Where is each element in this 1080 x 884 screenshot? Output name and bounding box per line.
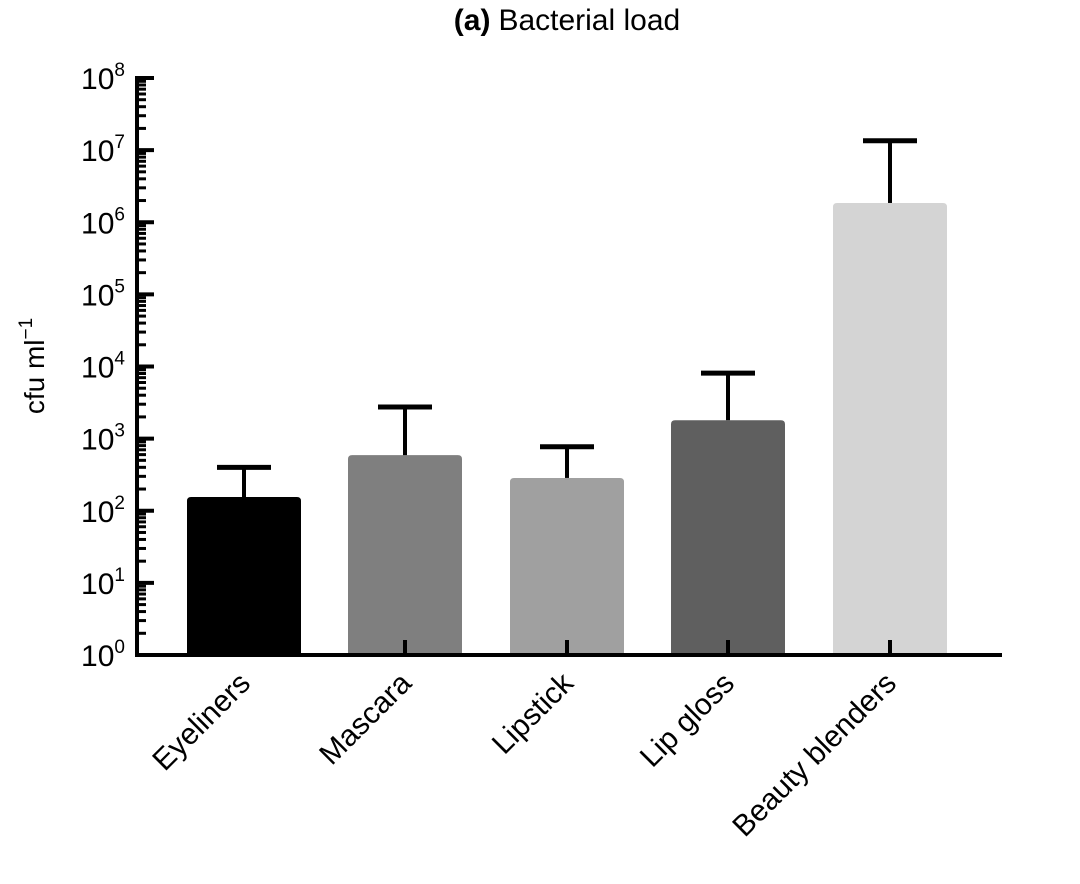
y-tick-base: 10 <box>81 496 114 529</box>
x-tick-labels: Eyeliners Mascara Lipstick Lip glossBeauty … <box>146 666 903 843</box>
y-axis-label-text: cfu ml <box>19 339 50 414</box>
bar <box>671 420 785 655</box>
y-tick-label: 101 <box>81 565 125 601</box>
error-bars-group <box>217 138 917 498</box>
y-tick-label: 105 <box>81 276 125 312</box>
chart-title: (a) Bacterial load <box>454 4 680 37</box>
y-tick-exponent: 2 <box>114 493 125 514</box>
y-tick-exponent: 0 <box>114 637 125 658</box>
chart-title-text: Bacterial load <box>498 4 680 37</box>
y-tick-label: 103 <box>81 421 125 457</box>
x-tick-label: Mascara <box>313 666 418 771</box>
y-tick-label: 100 <box>81 637 125 673</box>
bar <box>510 477 624 655</box>
x-tick-label: Beauty blenders <box>726 667 903 844</box>
y-axis-label-superscript: −1 <box>16 318 37 340</box>
y-tick-exponent: 3 <box>114 421 125 442</box>
y-tick-base: 10 <box>81 352 114 385</box>
bar <box>187 497 301 655</box>
y-tick-exponent: 5 <box>114 276 125 297</box>
y-tick-label: 106 <box>81 204 125 240</box>
y-tick-label: 108 <box>81 60 125 96</box>
y-tick-exponent: 6 <box>114 204 125 225</box>
y-tick-exponent: 7 <box>114 132 125 153</box>
x-tick-label: Lip gloss <box>634 667 741 774</box>
bar <box>348 455 462 655</box>
y-tick-base: 10 <box>81 63 114 96</box>
x-tick-label: Eyeliners <box>146 667 257 778</box>
y-tick-exponent: 8 <box>114 60 125 81</box>
x-tick-label: Lipstick <box>486 666 581 761</box>
chart-title-prefix: (a) <box>454 4 491 37</box>
y-tick-base: 10 <box>81 640 114 673</box>
y-tick-label: 107 <box>81 132 125 168</box>
y-tick-base: 10 <box>81 279 114 312</box>
y-tick-exponent: 4 <box>114 349 125 370</box>
bar <box>833 202 947 656</box>
y-tick-base: 10 <box>81 424 114 457</box>
y-tick-label: 102 <box>81 493 125 529</box>
y-axis-label: cfu ml−1 <box>16 318 50 414</box>
y-tick-label: 104 <box>81 349 125 385</box>
y-tick-base: 10 <box>81 568 114 601</box>
bars-group <box>187 202 947 656</box>
y-tick-base: 10 <box>81 207 114 240</box>
y-tick-exponent: 1 <box>114 565 125 586</box>
y-tick-base: 10 <box>81 135 114 168</box>
x-axis <box>135 640 1002 657</box>
